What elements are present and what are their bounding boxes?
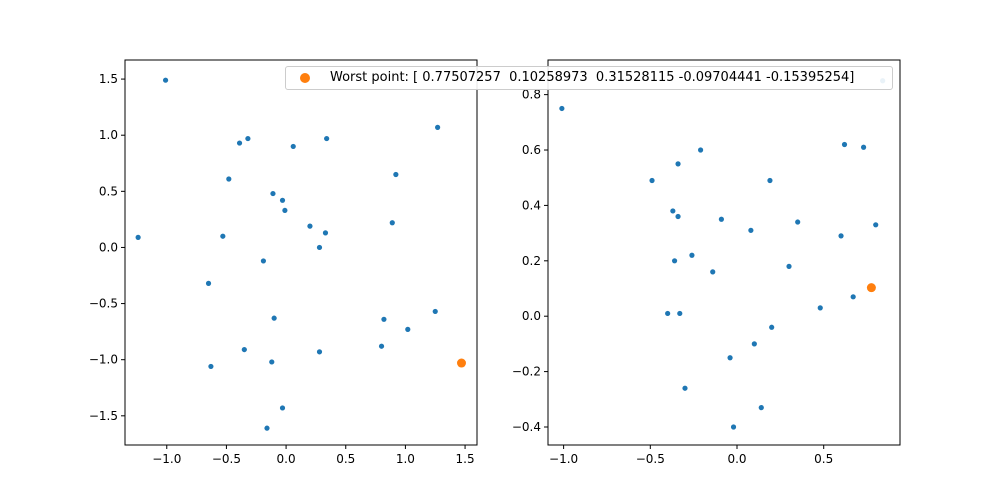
left-x-tick-label: 1.5 — [456, 452, 475, 466]
right-y-tick-label: −0.2 — [512, 365, 541, 379]
left-y-tick-label: −0.5 — [89, 297, 118, 311]
left-data-point — [260, 258, 267, 264]
left-worst-point — [456, 358, 466, 368]
left-y-tick-label: 0.5 — [99, 184, 118, 198]
right-x-tick-label: −1.0 — [549, 452, 578, 466]
left-data-point — [324, 135, 330, 142]
left-data-point — [220, 233, 226, 239]
right-data-point — [748, 227, 754, 233]
right-data-point — [671, 258, 678, 264]
left-data-point — [271, 315, 277, 321]
right-y-tick-label: 0.0 — [522, 309, 541, 323]
left-data-point — [269, 359, 275, 365]
left-data-point — [381, 316, 387, 322]
right-data-point — [670, 208, 676, 214]
right-data-point — [860, 144, 867, 150]
right-y-tick-label: −0.4 — [512, 420, 541, 434]
right-y-tick-label: 0.2 — [522, 254, 541, 268]
left-x-tick-label: 1.0 — [396, 452, 415, 466]
left-y-tick-label: −1.0 — [89, 353, 118, 367]
right-data-point — [665, 310, 671, 317]
right-data-point — [758, 405, 764, 411]
left-x-tick-label: −0.5 — [212, 452, 241, 466]
left-data-point — [208, 363, 214, 370]
left-data-point — [279, 405, 286, 411]
right-data-point — [697, 147, 704, 153]
right-axes-frame — [547, 59, 901, 446]
right-data-point — [817, 305, 823, 311]
right-data-point — [689, 252, 695, 258]
right-data-point — [710, 269, 716, 275]
right-data-point — [682, 385, 688, 391]
right-data-point — [838, 233, 844, 239]
right-data-point — [751, 341, 757, 347]
left-data-point — [290, 143, 296, 150]
legend-marker-icon — [300, 73, 310, 83]
left-y-tick-label: 0.0 — [99, 240, 118, 254]
right-data-point — [767, 177, 773, 184]
right-data-point — [786, 263, 792, 269]
right-data-point — [795, 219, 801, 225]
right-y-tick-label: 0.8 — [522, 88, 541, 102]
left-data-point — [236, 140, 243, 146]
left-data-point — [162, 77, 169, 83]
left-y-tick-label: 1.5 — [99, 72, 118, 86]
legend: Worst point: [ 0.77507257 0.10258973 0.3… — [285, 66, 893, 90]
left-data-point — [322, 230, 329, 236]
left-data-point — [405, 326, 411, 332]
right-scatter-plot: −1.0 −0.5 0.0 0.5 −0.4 −0.2 0.0 0.2 0.4 0.6 0.8 — [512, 59, 901, 466]
left-data-point — [245, 135, 251, 142]
right-y-tick-label: 0.4 — [522, 198, 541, 212]
left-data-point — [282, 207, 288, 214]
left-data-point — [316, 244, 323, 251]
right-data-point — [649, 177, 655, 184]
right-x-tick-label: 0.5 — [814, 452, 833, 466]
right-y-tick-label: 0.6 — [522, 143, 541, 157]
right-data-point — [730, 424, 737, 430]
right-data-point — [675, 213, 681, 220]
left-x-tick-label: 0.0 — [277, 452, 296, 466]
left-data-point — [241, 346, 247, 353]
left-data-point — [378, 343, 385, 349]
right-data-point — [727, 355, 733, 361]
right-x-tick-label: 0.0 — [727, 452, 746, 466]
left-axes-frame — [124, 59, 478, 446]
left-data-point — [432, 308, 438, 315]
left-y-tick-label: 1.0 — [99, 128, 118, 142]
right-worst-point — [866, 283, 876, 293]
left-scatter-plot: −1.0 −0.5 0.0 0.5 1.0 1.5 −1.5 −1.0 −0.5 0.0 0.5 1.… — [89, 59, 478, 466]
legend-label: Worst point: [ 0.77507257 0.10258973 0.3… — [330, 70, 855, 85]
left-data-point — [270, 190, 276, 197]
left-data-point — [205, 280, 212, 286]
left-data-point — [389, 220, 395, 226]
right-data-point — [677, 310, 683, 317]
left-data-point — [279, 197, 286, 203]
left-x-tick-label: −1.0 — [152, 452, 181, 466]
right-data-point — [841, 141, 848, 148]
right-data-point — [675, 161, 681, 167]
right-data-point — [559, 105, 565, 112]
right-data-point — [769, 324, 775, 330]
left-data-point — [316, 349, 323, 355]
right-data-point — [850, 294, 856, 300]
left-data-point — [307, 223, 313, 229]
left-data-point — [135, 234, 141, 240]
left-data-point — [393, 171, 399, 178]
right-data-point — [718, 216, 725, 222]
left-data-point — [264, 425, 270, 431]
right-x-tick-label: −0.5 — [636, 452, 665, 466]
left-data-point — [435, 124, 441, 130]
left-data-point — [226, 176, 232, 182]
right-data-point — [873, 222, 879, 228]
left-x-tick-label: 0.5 — [336, 452, 355, 466]
left-y-tick-label: −1.5 — [89, 409, 118, 423]
